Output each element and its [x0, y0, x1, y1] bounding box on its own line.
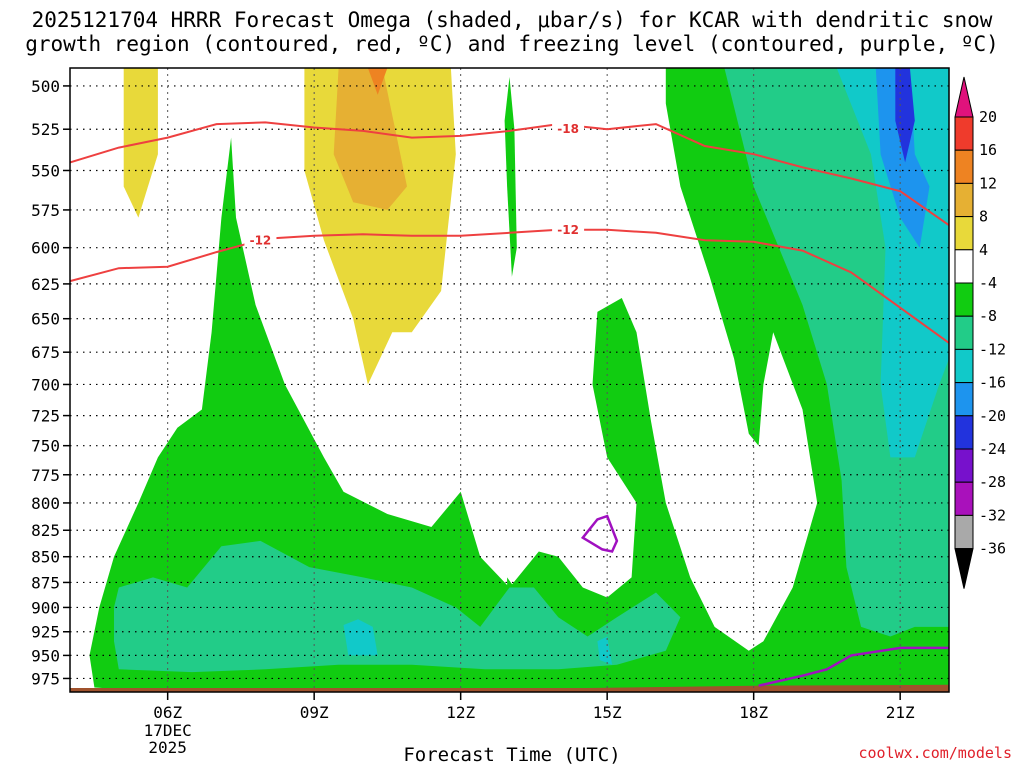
y-tick-label-675: 675	[31, 343, 60, 362]
y-tick-label-650: 650	[31, 310, 60, 329]
colorbar-label-5: -4	[979, 274, 997, 292]
y-tick-label-850: 850	[31, 548, 60, 567]
colorbar-seg-violet	[954, 448, 974, 483]
y-tick-label-625: 625	[31, 275, 60, 294]
plot-frame	[69, 67, 950, 693]
credit-link[interactable]: coolwx.com/models	[858, 744, 1012, 762]
x-axis-label: Forecast Time (UTC)	[403, 744, 621, 766]
omega-region-green-1	[89, 68, 949, 692]
omega-region-teal-7	[836, 68, 949, 458]
grid-lines	[70, 68, 949, 692]
contour-label-bg-2	[552, 221, 585, 237]
colorbar-label-11: -28	[979, 473, 1006, 491]
title-line-1: 2025121704 HRRR Forecast Omega (shaded, …	[31, 8, 993, 32]
x-tick-label-6: 06Z	[153, 703, 182, 722]
y-tick-label-750: 750	[31, 437, 60, 456]
contour-label-1: -12	[250, 233, 272, 247]
colorbar-label-6: -8	[979, 307, 997, 325]
colorbar-seg-sea	[954, 315, 974, 350]
x-tick-label-18: 18Z	[739, 703, 768, 722]
colorbar-label-4: 4	[979, 241, 988, 259]
y-tick-label-925: 925	[31, 623, 60, 642]
colorbar-seg-green	[954, 282, 974, 317]
colorbar-label-8: -16	[979, 374, 1006, 392]
colorbar-seg-teal	[954, 348, 974, 384]
x-tick-label-12: 12Z	[446, 703, 475, 722]
colorbar-seg-yellow	[954, 216, 974, 251]
chart-title: 2025121704 HRRR Forecast Omega (shaded, …	[0, 8, 1024, 56]
contour-minus12	[69, 228, 950, 344]
colorbar-label-2: 12	[979, 174, 997, 192]
colorbar-label-12: -32	[979, 506, 1006, 524]
colorbar-label-7: -12	[979, 340, 1006, 358]
contour-label-2: -12	[557, 223, 579, 237]
colorbar-seg-purple	[954, 481, 974, 516]
y-tick-label-550: 550	[31, 161, 60, 180]
colorbar-bottom-arrow	[954, 548, 974, 589]
omega-region-teal-5	[597, 636, 613, 665]
y-axis: 500 525 550 575 600 625 650 675 700 725 750 775 800 8…	[31, 77, 70, 688]
y-tick-label-700: 700	[31, 375, 60, 394]
colorbar-label-1: 16	[979, 141, 997, 159]
y-tick-label-825: 825	[31, 521, 60, 540]
x-date-label-1: 2025	[148, 738, 187, 757]
x-tick-label-21: 21Z	[886, 703, 915, 722]
y-tick-label-775: 775	[31, 466, 60, 485]
colorbar-seg-gold	[954, 182, 974, 218]
y-tick-label-600: 600	[31, 239, 60, 258]
y-tick-label-950: 950	[31, 646, 60, 665]
freezing-level-contour-0	[580, 514, 619, 553]
omega-region-sea-3	[114, 540, 681, 673]
colorbar-seg-gray	[954, 514, 974, 550]
contour-label-0: -18	[557, 122, 579, 136]
x-date-label-0: 17DEC	[144, 721, 192, 740]
colorbar-label-10: -24	[979, 440, 1006, 458]
omega-region-green-14	[504, 77, 517, 277]
y-tick-label-875: 875	[31, 573, 60, 592]
y-tick-label-900: 900	[31, 598, 60, 617]
contour-minus18	[69, 121, 950, 227]
title-line-2: growth region (contoured, red, ºC) and f…	[25, 32, 999, 56]
x-tick-label-15: 15Z	[593, 703, 622, 722]
colorbar-seg-navy	[954, 415, 974, 450]
colorbar-seg-red	[954, 116, 974, 151]
y-tick-label-725: 725	[31, 407, 60, 426]
omega-region-orange-13	[367, 68, 388, 95]
omega-region-navy-9	[895, 68, 915, 163]
omega-region-gold-12	[333, 68, 407, 210]
freezing-level-contour-1	[758, 646, 949, 687]
colorbar-seg-white	[954, 249, 974, 284]
colorbar-label-9: -20	[979, 407, 1006, 425]
omega-region-teal-4	[343, 619, 378, 656]
y-tick-label-800: 800	[31, 494, 60, 513]
y-tick-label-500: 500	[31, 77, 60, 96]
colorbar-label-3: 8	[979, 208, 988, 226]
colorbar-top-arrow	[954, 76, 974, 118]
colorbar-label-0: 20	[979, 108, 997, 126]
y-tick-label-525: 525	[31, 120, 60, 139]
y-tick-label-575: 575	[31, 201, 60, 220]
temperature-contours: -18 -12 -12	[69, 121, 950, 687]
y-tick-label-975: 975	[31, 669, 60, 688]
colorbar-seg-orange	[954, 149, 974, 184]
colorbar-label-13: -36	[979, 540, 1006, 558]
x-tick-label-9: 09Z	[300, 703, 329, 722]
colorbar: 20 16 12 8 4 -4 -8 -12 -16 -20 -24 -28 -32 -36	[954, 76, 1006, 589]
ground-band	[70, 688, 949, 692]
contour-label-bg-1	[244, 232, 277, 248]
contour-label-bg-0	[552, 121, 585, 137]
colorbar-seg-blue	[954, 382, 974, 417]
omega-shaded-fields	[70, 68, 949, 692]
omega-region-green-2	[507, 577, 515, 588]
